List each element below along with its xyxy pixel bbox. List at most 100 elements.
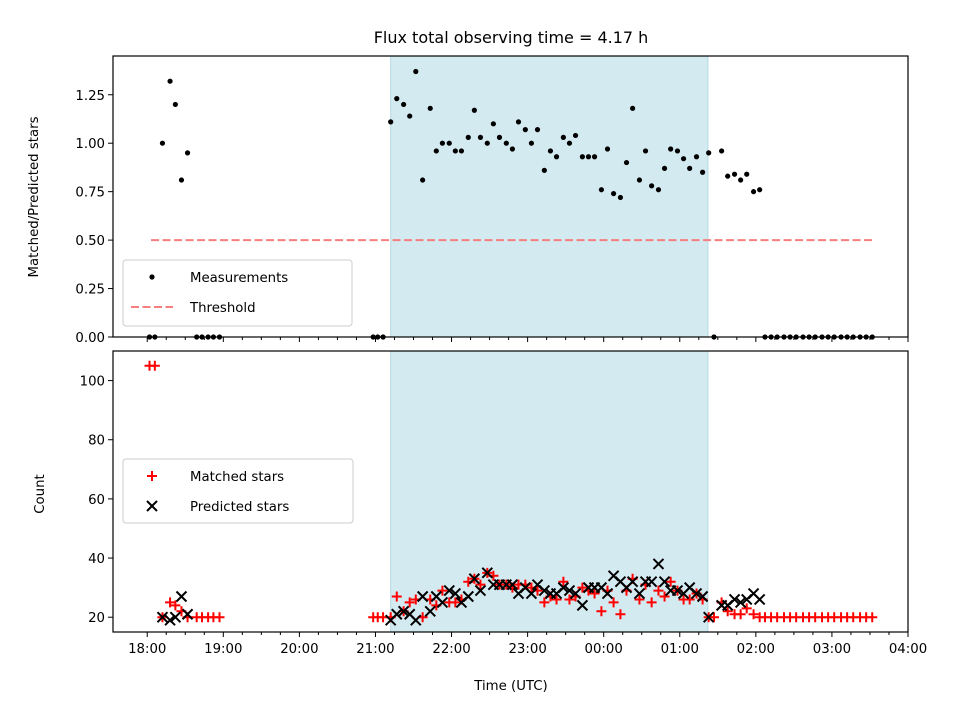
measurement-point [560, 134, 566, 140]
predicted-stars-point [156, 611, 169, 623]
matched-stars-point [659, 591, 670, 602]
matched-stars-point [608, 597, 619, 608]
measurement-point [566, 140, 573, 146]
predicted-stars-point [569, 587, 582, 600]
bottom-axes-frame [112, 350, 909, 633]
legend-x-icon [146, 500, 158, 512]
matched-stars-point [646, 597, 657, 608]
x-tick-label: 18:00 [128, 642, 166, 657]
measurement-point [642, 148, 649, 154]
predicted-stars-point [449, 587, 462, 600]
predicted-stars-point [690, 587, 703, 600]
bottom-y-axis-label: Count [33, 474, 48, 514]
measurement-point [598, 187, 605, 193]
top-panel: 0.00 0.25 0.50 0.75 1.00 1.25 Measurements Thre… [75, 55, 909, 346]
predicted-stars-point [702, 611, 715, 623]
predicted-stars-point [645, 576, 658, 588]
measurement-point [687, 165, 693, 171]
legend-label: Threshold [189, 301, 256, 316]
measurement-point [591, 154, 598, 160]
predicted-stars-point [397, 605, 410, 618]
matched-stars-point [684, 594, 695, 605]
measurement-point [585, 154, 592, 160]
measurement-point [579, 154, 585, 160]
measurement-point [547, 148, 554, 154]
measurement-point [509, 146, 516, 152]
predicted-stars-point [652, 558, 665, 570]
predicted-stars-point [658, 576, 671, 588]
predicted-stars-point [696, 590, 709, 603]
top-y-axis-label: Matched/Predicted stars [27, 116, 42, 277]
measurement-point [731, 171, 738, 177]
measurement-point [452, 148, 458, 154]
x-tick-label: 19:00 [204, 642, 242, 657]
measurement-point [655, 187, 662, 193]
measurement-point [534, 127, 541, 133]
measurement-point [541, 167, 547, 173]
bottom-series-2 [156, 558, 766, 626]
matched-stars-point [170, 600, 181, 611]
matched-stars-point [596, 606, 607, 617]
matched-stars-point [867, 612, 878, 623]
measurement-point [496, 134, 503, 140]
matched-stars-point [404, 597, 415, 608]
predicted-stars-point [734, 596, 747, 609]
measurement-point [757, 187, 763, 193]
y-tick-label: 100 [80, 375, 105, 390]
measurement-point [680, 156, 687, 162]
matched-stars-point [741, 603, 752, 614]
measurement-point [484, 140, 490, 146]
top-observing-window [390, 55, 709, 338]
measurement-point [172, 101, 178, 108]
measurement-point [693, 154, 700, 160]
matched-stars-point [615, 609, 626, 620]
matched-stars-point [475, 579, 486, 590]
y-tick-label: 1.25 [75, 89, 105, 104]
y-tick-label: 60 [88, 493, 105, 508]
measurement-point [503, 140, 509, 146]
y-tick-label: 1.00 [75, 137, 105, 152]
matched-stars-point [577, 582, 588, 593]
measurement-point [394, 96, 400, 102]
chart-title: Flux total observing time = 4.17 h [374, 28, 649, 47]
matched-stars-point [709, 612, 720, 623]
matched-stars-point [391, 591, 402, 602]
predicted-stars-point [175, 590, 188, 603]
x-tick-label: 01:00 [661, 642, 699, 657]
measurement-point [623, 159, 630, 166]
predicted-stars-point [410, 614, 422, 626]
bottom-panel: 20 40 60 80 100 18:00 19:00 20:00 21:00 22:00 23:0… [80, 350, 927, 657]
predicted-stars-point [181, 608, 194, 620]
matched-stars-point [450, 597, 461, 608]
predicted-stars-point [436, 596, 449, 609]
x-tick-label: 02:00 [737, 642, 775, 657]
matched-stars-point [539, 597, 550, 608]
measurement-point [610, 190, 617, 197]
measurement-point [617, 194, 624, 201]
predicted-stars-point [557, 581, 570, 594]
predicted-stars-point [169, 611, 182, 623]
predicted-stars-point [506, 578, 519, 591]
measurement-point [699, 169, 706, 175]
matched-stars-point [551, 594, 562, 605]
x-tick-label: 20:00 [280, 642, 318, 657]
measurement-point [725, 173, 731, 179]
x-tick-label: 03:00 [813, 642, 851, 657]
y-tick-label: 0.00 [75, 331, 105, 346]
measurement-point [446, 140, 452, 146]
measurement-point [401, 101, 407, 108]
measurement-point [750, 189, 757, 195]
matched-stars-point [149, 360, 160, 371]
measurement-point [184, 150, 191, 156]
measurement-point [515, 119, 522, 125]
y-tick-label: 0.50 [75, 234, 105, 249]
measurement-point [407, 113, 413, 119]
measurement-point [178, 177, 185, 183]
legend-plus-icon [147, 471, 157, 481]
measurement-point [465, 134, 471, 140]
predicted-stars-point [601, 587, 614, 600]
top-legend: Measurements Threshold [122, 259, 353, 327]
y-tick-label: 0.25 [75, 283, 105, 298]
legend-box [122, 458, 354, 524]
measurement-point [458, 148, 465, 154]
